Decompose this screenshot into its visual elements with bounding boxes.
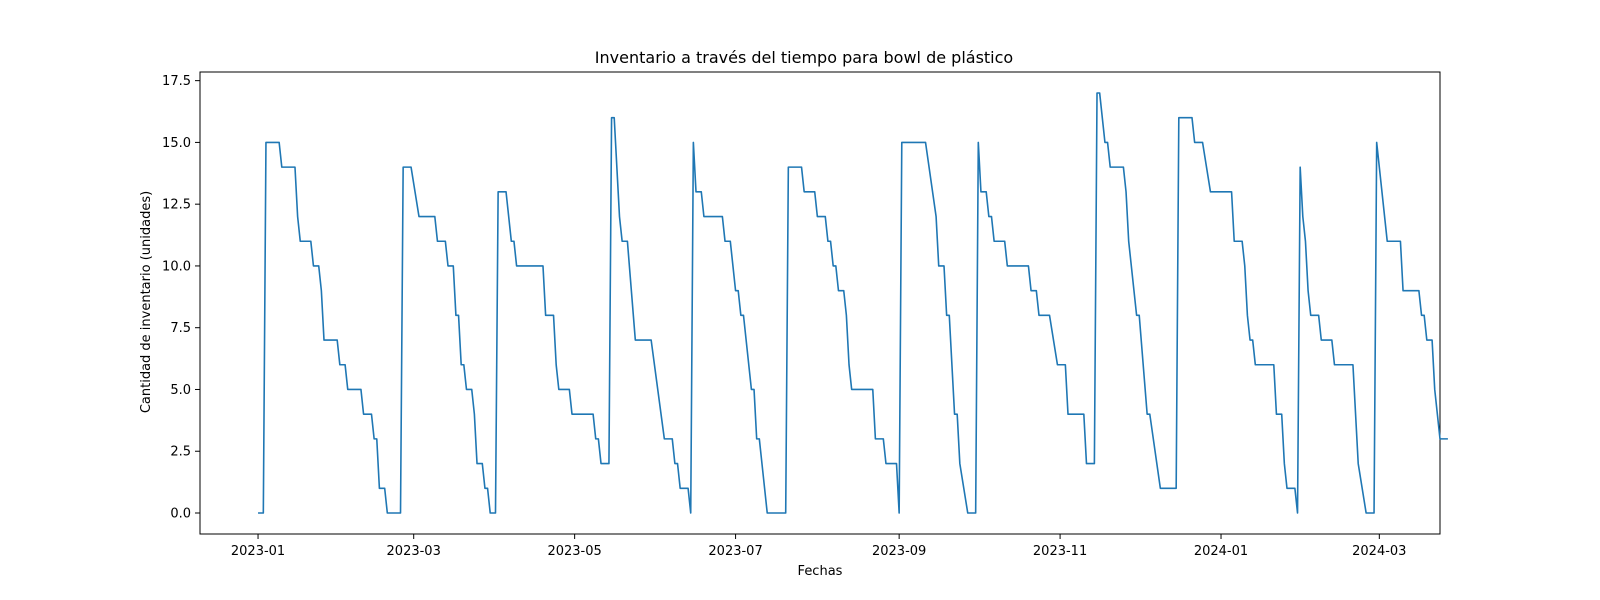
x-axis-label: Fechas [798,564,843,579]
series-line-0 [258,92,1448,514]
y-tick-label: 5.0 [170,383,191,398]
plot-frame [199,71,1441,535]
x-tick-label: 2023-11 [1033,544,1087,559]
y-tick-label: 2.5 [170,445,191,460]
y-tick-label: 0.0 [170,507,191,522]
y-tick-label: 7.5 [170,321,191,336]
y-axis-label: Cantidad de inventario (unidades) [139,191,154,413]
x-tick-label: 2023-05 [547,544,601,559]
x-tick-label: 2023-03 [387,544,441,559]
x-tick-label: 2023-09 [872,544,926,559]
x-tick-label: 2024-03 [1352,544,1406,559]
chart-title: Inventario a través del tiempo para bowl… [595,48,1013,67]
series-layer [258,92,1448,514]
plot-area [199,71,1441,535]
y-axis-ticks: 0.0 2.5 5.0 7.5 10.0 12.5 15.0 17.5 [162,74,200,522]
x-tick-label: 2023-01 [231,544,285,559]
y-tick-label: 10.0 [162,259,191,274]
x-tick-label: 2024-01 [1194,544,1248,559]
x-tick-label: 2023-07 [708,544,762,559]
y-tick-label: 15.0 [162,136,191,151]
x-axis-ticks: 2023-01 2023-03 2023-05 2023-07 2023-09 2023-… [231,534,1406,559]
y-tick-label: 17.5 [162,74,191,89]
y-tick-label: 12.5 [162,198,191,213]
